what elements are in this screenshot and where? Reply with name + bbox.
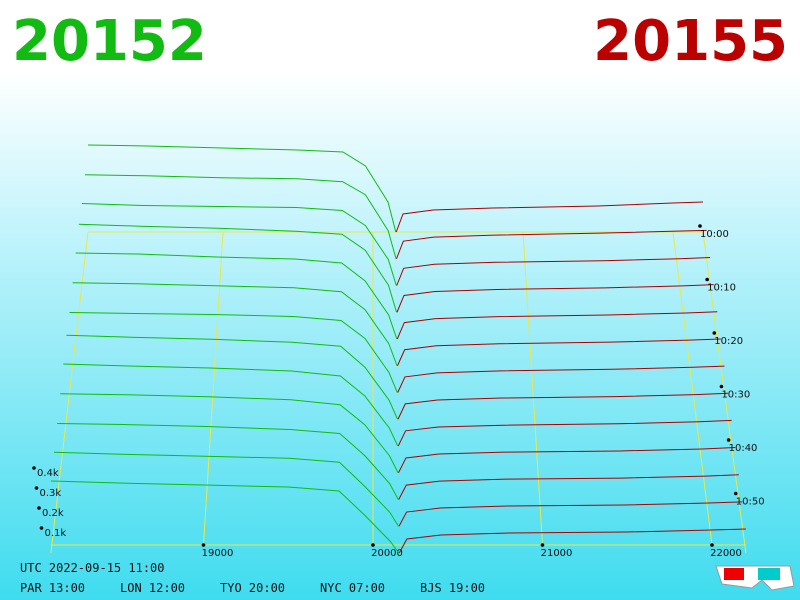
x-tick-label: 22000	[710, 548, 742, 559]
glasses-icon	[715, 565, 795, 591]
z-tick-dot	[37, 506, 41, 510]
tick-dot	[710, 543, 714, 547]
floor-edge	[50, 231, 89, 554]
zone-time: TYO 20:00	[220, 581, 285, 595]
grid-line	[522, 231, 543, 546]
bid-depth-line	[54, 451, 399, 527]
bid-depth-line	[69, 312, 398, 393]
ask-depth-line	[396, 284, 714, 313]
x-tick-label: 19000	[202, 548, 234, 559]
ask-depth-line	[398, 501, 743, 527]
floor-edge	[702, 231, 747, 554]
time-tick-dot	[712, 331, 717, 335]
z-tick-label: 0.4k	[37, 468, 59, 479]
bid-depth-line	[75, 252, 398, 340]
ask-depth-line	[398, 447, 736, 473]
ask-depth-line	[397, 365, 725, 393]
time-tick-label: 10:00	[700, 229, 729, 240]
x-tick-label: 21000	[541, 548, 573, 559]
time-tick-dot	[698, 224, 702, 228]
bid-depth-line	[66, 334, 398, 420]
z-tick-label: 0.3k	[40, 488, 62, 499]
ask-depth-line	[397, 338, 721, 366]
ask-depth-line	[395, 201, 704, 233]
bid-depth-line	[60, 393, 399, 473]
bid-depth-line	[84, 174, 397, 259]
z-tick-dot	[39, 526, 44, 530]
time-tick-label: 10:30	[721, 390, 750, 401]
ask-depth-line	[396, 311, 718, 340]
utc-time: UTC 2022-09-15 11:00	[20, 561, 165, 575]
z-tick-dot	[32, 466, 36, 470]
bid-depth-line	[72, 282, 398, 366]
bid-depth-line	[50, 480, 400, 554]
ask-depth-line	[397, 419, 732, 447]
bid-depth-line	[81, 203, 397, 286]
bid-depth-line	[87, 144, 397, 233]
bid-depth-line	[78, 223, 398, 313]
zone-time: NYC 07:00	[320, 581, 385, 595]
time-tick-dot	[705, 277, 709, 282]
bid-depth-line	[57, 423, 399, 500]
bid-depth-line	[63, 363, 399, 447]
ask-depth-line	[396, 229, 707, 259]
time-tick-dot	[719, 384, 724, 389]
bid-price: 20152	[12, 9, 207, 74]
ask-depth-line	[396, 257, 711, 286]
tick-dot	[540, 543, 545, 547]
grid-line	[672, 231, 713, 546]
zone-time: LON 12:00	[120, 581, 185, 595]
tick-dot	[371, 543, 375, 547]
zone-time: PAR 13:00	[20, 581, 85, 595]
tick-dot	[201, 543, 206, 547]
grid-line	[203, 231, 224, 546]
time-tick-dot	[726, 438, 731, 442]
ask-price: 20155	[593, 9, 788, 74]
time-tick-label: 10:40	[729, 443, 758, 454]
time-tick-label: 10:10	[707, 283, 736, 294]
x-tick-label: 20000	[371, 548, 403, 559]
ask-depth-line	[398, 474, 739, 500]
z-tick-label: 0.2k	[42, 508, 64, 519]
time-tick-label: 10:50	[736, 497, 765, 508]
ask-depth-line	[397, 392, 729, 420]
zone-time: BJS 19:00	[420, 581, 485, 595]
time-tick-label: 10:20	[714, 336, 743, 347]
ask-depth-line	[398, 528, 746, 554]
z-tick-label: 0.1k	[45, 528, 67, 539]
z-tick-dot	[34, 486, 39, 490]
time-tick-dot	[733, 491, 738, 496]
